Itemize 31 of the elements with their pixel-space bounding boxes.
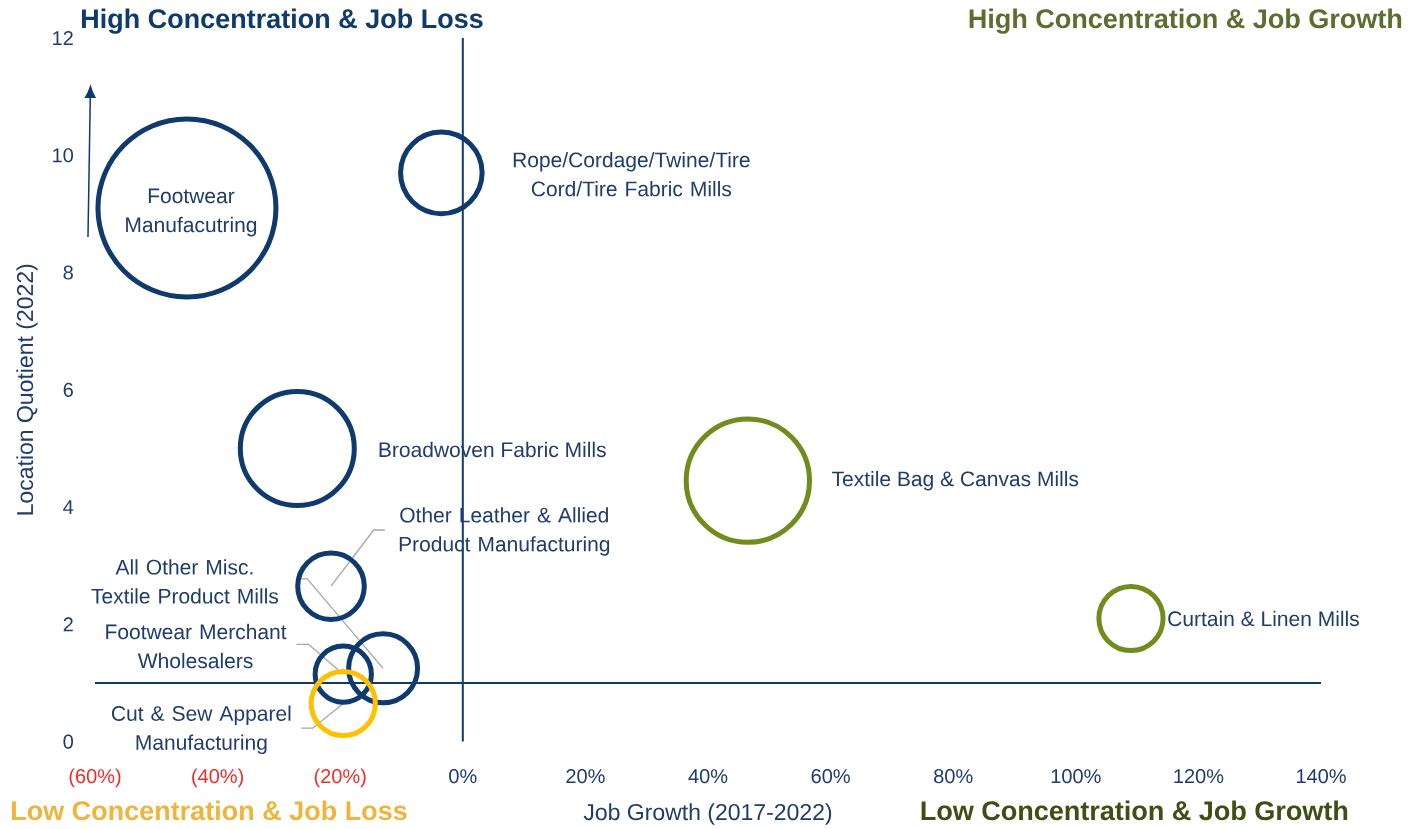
y-tick-label: 2 (63, 617, 73, 632)
annotation: Rope/Cordage/Twine/Tire Cord/Tire Fabric Mills (513, 151, 750, 197)
x-tick-label: 20% (566, 769, 605, 784)
y-tick-label: 12 (53, 31, 73, 45)
y-tick-label: 4 (63, 500, 74, 514)
text: Low Concentration & Job Growth (921, 800, 1348, 821)
annotation: Footwear Manufacutring (126, 188, 257, 237)
annotation: All Other Misc. Textile Product Mills (91, 559, 279, 604)
annotation: Footwear Merchant Wholesalers (106, 623, 287, 669)
x-axis-title: Job Growth (2017-2022) (583, 803, 832, 825)
x-tick-label: 60% (811, 769, 850, 784)
text: Low Concentration & Job Loss (12, 800, 407, 821)
text: High Concentration & Job Loss (82, 8, 483, 34)
x-tick-label: 140% (1296, 769, 1346, 784)
x-tick-label: 40% (688, 769, 728, 784)
x-tick-label: 0% (449, 769, 477, 784)
x-tick-label: (40%) (192, 768, 244, 788)
x-tick-label: (60%) (69, 768, 121, 788)
y-tick-label: 10 (53, 148, 74, 163)
y-tick-label: 0 (63, 734, 74, 749)
x-tick-label: 100% (1051, 769, 1101, 784)
annotation: Curtain & Linen Mills (1168, 610, 1359, 627)
x-tick-label: 120% (1174, 769, 1224, 784)
y-tick-label: 8 (63, 265, 73, 280)
text: High Concentration & Job Growth (969, 8, 1402, 34)
y-tick-label: 6 (63, 382, 73, 397)
y-axis-title: Location Quotient (2022) (16, 264, 38, 515)
x-tick-label: 80% (934, 769, 973, 784)
annotation: Textile Bag & Canvas Mills (832, 470, 1079, 491)
x-tick-label: (20%) (314, 768, 366, 788)
annotation: Cut & Sew Apparel Manufacturing (111, 705, 291, 755)
